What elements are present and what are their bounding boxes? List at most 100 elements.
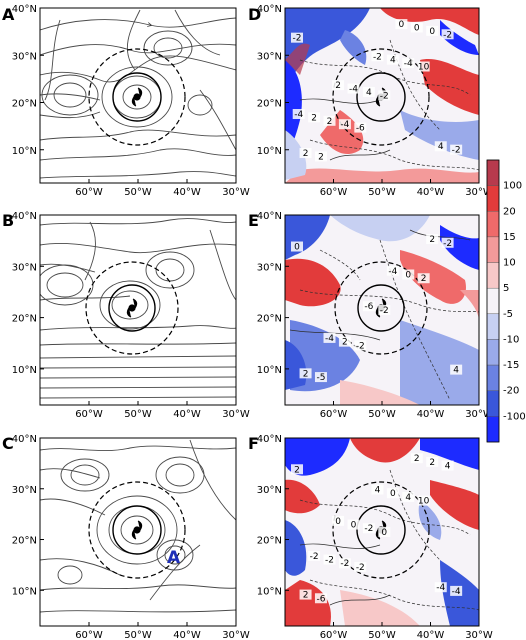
contour-label-bg [441, 29, 454, 40]
inner-circle [356, 72, 406, 122]
panel-label-e: E [248, 211, 259, 230]
contour-label-bg [434, 141, 447, 152]
contour-label: -6 [356, 124, 365, 134]
contour-label: 2 [303, 149, 309, 159]
colorbar-label: 15 [503, 232, 516, 243]
y-tick-label: 30°N [12, 51, 37, 62]
contour-label: -5 [316, 373, 325, 383]
contour-label-bg [402, 58, 415, 69]
colorbar-label: -15 [503, 360, 519, 371]
y-tick-label: 10°N [257, 365, 282, 376]
contour-label-bg [338, 558, 351, 569]
contour-label-bg [308, 550, 321, 561]
contour-label-bg [378, 526, 391, 537]
x-tick-label: 40°W [173, 409, 201, 420]
contour-label: 4 [405, 493, 411, 503]
contour-label-bg [378, 304, 391, 315]
contour-label-bg [386, 265, 399, 276]
contour-label: -4 [340, 120, 349, 130]
contour-label: 2 [335, 81, 341, 91]
colorbar-swatch [486, 287, 500, 315]
contour-label-bg [426, 234, 439, 245]
contour-label: -2 [364, 524, 373, 534]
x-tick-label: 50°W [368, 409, 396, 420]
y-tick-label: 10°N [257, 146, 282, 157]
x-tick-label: 40°W [417, 409, 445, 420]
contour-label-bg [292, 109, 305, 120]
contour-label-bg [402, 269, 415, 280]
x-tick-label: 60°W [320, 409, 348, 420]
contour-label: -2 [452, 146, 461, 156]
contour-label: 2 [311, 113, 317, 123]
x-tick-label: 40°W [417, 187, 445, 198]
colorbar-swatch [486, 185, 500, 212]
contour-label: -2 [325, 556, 334, 566]
y-tick-label: 10°N [12, 586, 37, 597]
x-tick-label: 30°W [222, 409, 250, 420]
contour-label: 2 [429, 458, 435, 468]
axis-ticks: 60°W 50°W 40°W 30°W 40°N 30°N 20°N 10°N 60°W 50°W… [12, 4, 493, 640]
contour-label: -2 [340, 559, 349, 569]
contour-label-bg [323, 115, 336, 126]
y-tick-label: 20°N [12, 99, 37, 110]
contour-label-bg [323, 554, 336, 565]
colorbar-swatch [486, 339, 500, 366]
colorbar-label: -20 [503, 386, 519, 397]
panel-c-streamline: C A [2, 434, 237, 627]
x-tick-label: 60°W [75, 630, 103, 640]
contours [299, 239, 479, 401]
contour-label-bg [362, 523, 375, 534]
contour-label: -2 [380, 91, 389, 101]
contour-label-bg [308, 112, 321, 123]
colorbar-label: -5 [503, 309, 513, 320]
solid-contours [299, 543, 391, 606]
typhoon-symbol [131, 520, 143, 540]
x-tick-label: 30°W [465, 409, 493, 420]
contour-label-bg [332, 515, 345, 526]
streamlines [40, 439, 236, 613]
contour-label-bg [410, 453, 423, 464]
contour-label: 0 [429, 27, 435, 37]
contour-label-bg [386, 488, 399, 499]
contour-label: 0 [335, 517, 341, 527]
x-tick-label: 50°W [124, 630, 152, 640]
colorbar-swatch [486, 159, 500, 186]
x-tick-label: 60°W [320, 187, 348, 198]
streamlines [40, 9, 236, 179]
contour-label-bg [378, 90, 391, 101]
colorbar-label: -10 [503, 334, 519, 345]
contour-label: 10 [418, 63, 430, 73]
inner-circle [357, 284, 405, 332]
colorbar-swatch [486, 236, 500, 263]
panel-d-shaded: D -2 -6 10 2 -2 -2 -4 -4 2 4 [248, 5, 480, 184]
outer-dashed-circle [88, 48, 186, 146]
panel-label-c: C [2, 434, 14, 453]
contour-label: -2 [443, 239, 452, 249]
contour-label-bg [417, 273, 430, 284]
contour-label-bg [338, 119, 351, 130]
typhoon-symbol [131, 87, 143, 107]
y-tick-label: 10°N [12, 365, 37, 376]
contour-label: 2 [294, 465, 300, 475]
y-tick-label: 40°N [12, 211, 37, 222]
colorbar-swatch [486, 364, 500, 391]
contour-label: -4 [349, 85, 358, 95]
x-tick-label: 30°W [465, 630, 493, 640]
contour-label: 2 [318, 152, 324, 162]
outer-dashed-circle [85, 261, 179, 355]
contour-label-bg [371, 51, 384, 62]
y-tick-label: 30°N [257, 262, 282, 273]
y-tick-label: 30°N [12, 485, 37, 496]
outer-dashed-circle [332, 481, 430, 579]
contour-label: 2 [303, 369, 309, 379]
typhoon-symbol [126, 298, 138, 318]
contour-label: -6 [316, 594, 325, 604]
contour-label: -4 [452, 587, 461, 597]
x-tick-label: 40°W [417, 630, 445, 640]
y-tick-label: 40°N [257, 211, 282, 222]
contour-label: 4 [375, 486, 381, 496]
contour-label-bg [314, 151, 327, 162]
contour-label-bg [417, 61, 430, 72]
colorbar-swatch [486, 211, 500, 238]
